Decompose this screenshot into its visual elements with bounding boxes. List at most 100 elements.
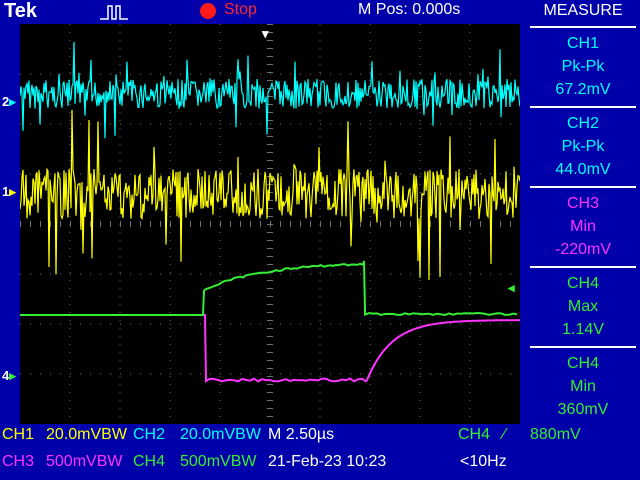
grid-tick (267, 96, 273, 97)
ch2-scale: 20.0mVBW (180, 426, 261, 443)
grid-dot (319, 152, 321, 153)
grid-dot (170, 123, 171, 125)
grid-tick (480, 221, 481, 227)
ch1-label: CH1 (2, 426, 35, 443)
grid-dot (300, 323, 301, 325)
grid-dot (100, 273, 101, 275)
grid-dot (490, 73, 491, 75)
grid-dot (119, 240, 121, 241)
measure-type: Max (567, 298, 599, 315)
grid-dot (310, 373, 311, 375)
grid-dot (480, 273, 481, 275)
grid-dot (430, 273, 431, 275)
grid-tick (267, 136, 273, 137)
grid-dot (80, 173, 81, 175)
measure-item-2[interactable]: CH2 Pk-Pk 44.0mV (530, 106, 636, 184)
grid-dot (340, 123, 341, 125)
grid-dot (219, 384, 221, 385)
grid-dot (119, 400, 121, 401)
grid-dot (469, 368, 471, 369)
grid-dot (40, 173, 41, 175)
grid-dot (310, 173, 311, 175)
grid-dot (169, 408, 171, 409)
grid-dot (340, 373, 341, 375)
grid-tick (60, 221, 61, 227)
grid-dot (110, 173, 111, 175)
grid-dot (380, 273, 381, 275)
grid-dot (169, 376, 171, 377)
grid-dot (350, 373, 351, 375)
grid-dot (469, 264, 471, 265)
grid-dot (469, 344, 471, 345)
grid-dot (69, 312, 71, 313)
grid-dot (500, 173, 501, 175)
grid-dot (300, 73, 301, 75)
grid-dot (120, 123, 121, 125)
grid-dot (369, 40, 371, 41)
grid-dot (219, 112, 221, 113)
grid-dot (469, 328, 471, 329)
measure-item-1[interactable]: CH1 Pk-Pk 67.2mV (530, 26, 636, 104)
grid-tick (267, 200, 273, 201)
grid-dot (60, 73, 61, 75)
grid-dot (390, 373, 391, 375)
grid-tick (267, 240, 273, 241)
grid-dot (169, 152, 171, 153)
grid-dot (220, 373, 221, 375)
grid-dot (490, 273, 491, 275)
grid-dot (250, 323, 251, 325)
grid-dot (419, 120, 421, 121)
measure-ch: CH1 (566, 35, 599, 52)
grid-dot (69, 352, 71, 353)
grid-dot (340, 323, 341, 325)
grid-dot (170, 373, 171, 375)
grid-dot (170, 273, 171, 275)
grid-dot (290, 373, 291, 375)
grid-tick (267, 48, 273, 49)
grid-dot (219, 128, 221, 129)
grid-dot (319, 336, 321, 337)
grid-dot (119, 56, 121, 57)
grid-dot (190, 123, 191, 125)
grid-dot (319, 352, 321, 353)
grid-dot (319, 72, 321, 73)
grid-dot (319, 184, 321, 185)
grid-dot (390, 173, 391, 175)
grid-dot (469, 408, 471, 409)
measure-item-3[interactable]: CH3 Min -220mV (530, 186, 636, 264)
grid-dot (220, 123, 221, 125)
grid-dot (119, 248, 121, 249)
grid-dot (330, 73, 331, 75)
measure-item-4[interactable]: CH4 Max 1.14V (530, 266, 636, 344)
grid-dot (490, 323, 491, 325)
grid-dot (310, 123, 311, 125)
grid-dot (219, 216, 221, 217)
grid-dot (219, 344, 221, 345)
grid-dot (170, 323, 171, 325)
grid-dot (390, 123, 391, 125)
graticule (19, 24, 521, 425)
ch4-scale: 500mVBW (180, 453, 257, 470)
grid-dot (219, 280, 221, 281)
grid-dot (20, 173, 21, 175)
grid-dot (270, 73, 271, 75)
ch4-marker: 4▸ (2, 368, 16, 383)
grid-dot (419, 392, 421, 393)
grid-dot (169, 96, 171, 97)
grid-dot (490, 373, 491, 375)
grid-dot (69, 64, 71, 65)
measure-panel: MEASURE CH1 Pk-Pk 67.2mV CH2 Pk-Pk 44.0m… (526, 0, 640, 480)
grid-dot (369, 368, 371, 369)
waveform-display[interactable] (19, 24, 521, 425)
grid-dot (69, 232, 71, 233)
grid-dot (219, 312, 221, 313)
grid-dot (469, 256, 471, 257)
measure-value: -220mV (554, 241, 612, 258)
grid-dot (369, 336, 371, 337)
grid-dot (69, 32, 71, 33)
grid-dot (80, 323, 81, 325)
grid-dot (460, 323, 461, 325)
grid-dot (310, 273, 311, 275)
measure-type: Min (570, 218, 596, 235)
measure-item-5[interactable]: CH4 Min 360mV (530, 346, 636, 424)
